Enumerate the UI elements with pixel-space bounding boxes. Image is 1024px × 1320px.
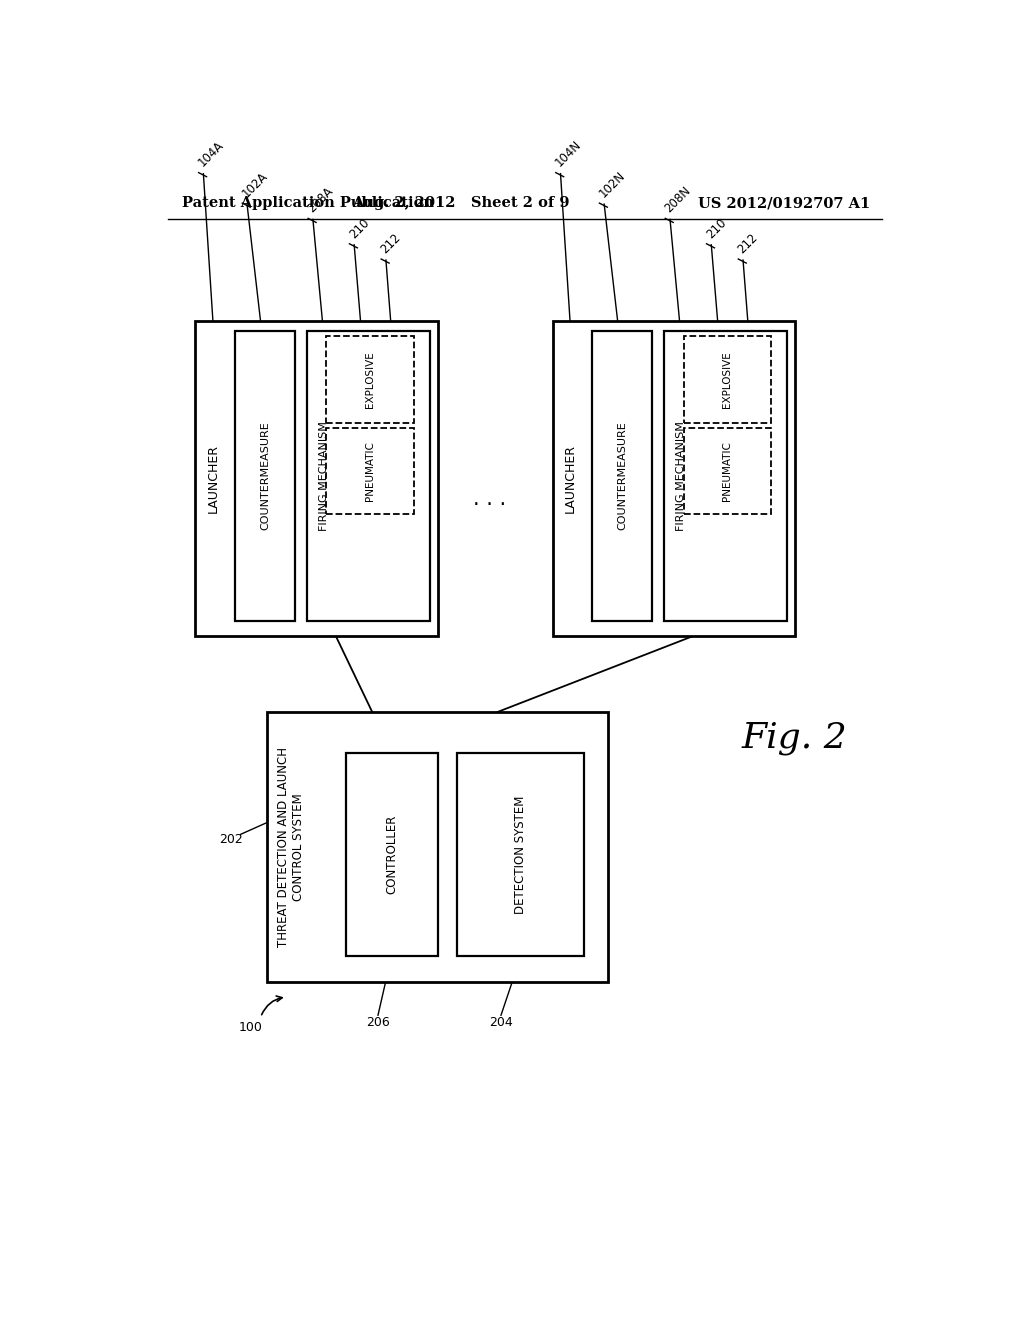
Text: LAUNCHER: LAUNCHER [207,444,219,513]
Text: US 2012/0192707 A1: US 2012/0192707 A1 [697,197,870,210]
Text: 204: 204 [489,1016,513,1028]
Text: 212: 212 [735,231,761,256]
Text: Fig. 2: Fig. 2 [741,721,848,755]
Bar [267,713,608,982]
Text: 104A: 104A [196,139,226,169]
Bar [684,337,771,422]
Text: FIRING MECHANISM: FIRING MECHANISM [319,421,329,531]
Bar [306,331,430,620]
Bar [553,321,795,636]
Text: LAUNCHER: LAUNCHER [563,444,577,513]
Bar [196,321,437,636]
Text: 202: 202 [219,833,243,846]
Text: PNEUMATIC: PNEUMATIC [722,441,732,500]
Text: Aug. 2, 2012   Sheet 2 of 9: Aug. 2, 2012 Sheet 2 of 9 [352,197,570,210]
Text: 102N: 102N [597,169,628,201]
Text: 208A: 208A [305,185,336,215]
Text: 102A: 102A [240,169,270,201]
Text: . . .: . . . [472,488,506,510]
Text: PNEUMATIC: PNEUMATIC [365,441,375,500]
Bar [327,428,414,515]
Text: 210: 210 [346,215,372,240]
Text: CONTROLLER: CONTROLLER [385,814,398,895]
Text: EXPLOSIVE: EXPLOSIVE [722,351,732,408]
Text: COUNTERMEASURE: COUNTERMEASURE [617,421,627,531]
Text: 212: 212 [378,231,403,256]
Text: 104N: 104N [553,139,584,169]
Bar [346,752,437,956]
Bar [327,337,414,422]
Bar [236,331,295,620]
Text: COUNTERMEASURE: COUNTERMEASURE [260,421,270,531]
Text: EXPLOSIVE: EXPLOSIVE [365,351,375,408]
Text: DETECTION SYSTEM: DETECTION SYSTEM [514,796,527,913]
Text: 206: 206 [367,1016,390,1028]
Bar [458,752,585,956]
Bar [592,331,651,620]
Text: THREAT DETECTION AND LAUNCH
CONTROL SYSTEM: THREAT DETECTION AND LAUNCH CONTROL SYST… [276,747,305,946]
Bar [684,428,771,515]
Bar [664,331,786,620]
Text: 210: 210 [703,215,729,240]
Text: Patent Application Publication: Patent Application Publication [182,197,434,210]
Text: 208N: 208N [663,185,693,215]
Text: 100: 100 [239,1020,263,1034]
Text: FIRING MECHANISM: FIRING MECHANISM [676,421,686,531]
